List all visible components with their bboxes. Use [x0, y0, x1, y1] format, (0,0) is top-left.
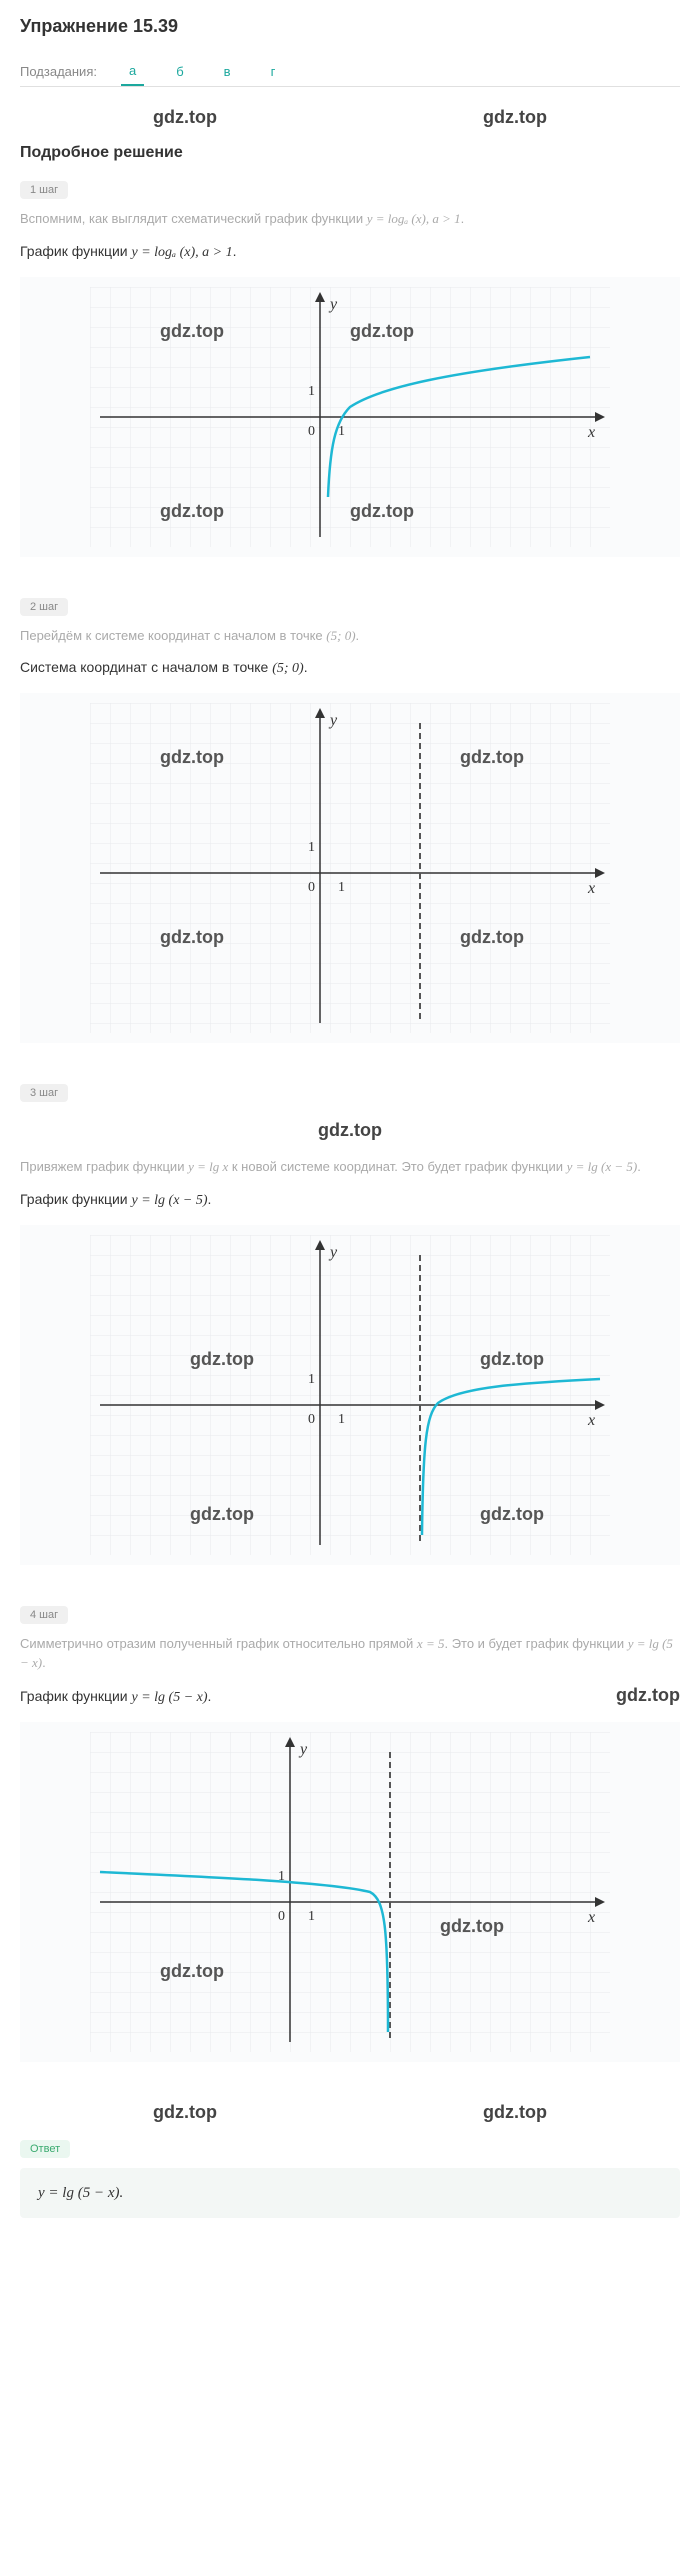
- svg-text:1: 1: [308, 840, 315, 855]
- svg-text:y: y: [328, 296, 338, 313]
- subtasks-label: Подзадания:: [20, 64, 97, 79]
- watermark-row: gdz.top gdz.top: [20, 2102, 680, 2123]
- chart-svg: y x 0 1 1 gdz.top gdz.top gdz.top gdz.to…: [90, 703, 610, 1033]
- chart-1: y x 0 1 1 gdz.top gdz.top gdz.top gdz.to…: [20, 277, 680, 557]
- chart-svg: y x 0 1 1 gdz.top gdz.top gdz.top gdz.to…: [90, 1235, 610, 1555]
- exercise-title: Упражнение 15.39: [20, 16, 680, 37]
- step-hint: Перейдём к системе координат с началом в…: [20, 626, 680, 646]
- section-title: Подробное решение: [20, 144, 680, 162]
- subtask-v[interactable]: в: [216, 58, 239, 85]
- watermark: gdz.top: [483, 107, 547, 128]
- svg-text:x: x: [587, 1412, 595, 1429]
- step-hint: Симметрично отразим полученный график от…: [20, 1634, 680, 1673]
- subtask-b[interactable]: б: [168, 58, 191, 85]
- step-text: График функции y = lg (x − 5).: [20, 1189, 680, 1211]
- subtasks-row: Подзадания: а б в г: [20, 57, 680, 87]
- step-1: 1 шаг Вспомним, как выглядит схематическ…: [20, 180, 680, 557]
- watermark-row: gdz.top: [20, 1120, 680, 1141]
- svg-text:gdz.top: gdz.top: [460, 747, 524, 767]
- subtask-a[interactable]: а: [121, 57, 144, 86]
- svg-text:1: 1: [338, 1412, 345, 1427]
- step-hint: Привяжем график функции y = lg x к новой…: [20, 1157, 680, 1177]
- svg-text:gdz.top: gdz.top: [160, 321, 224, 341]
- svg-text:1: 1: [338, 880, 345, 895]
- step-badge: 1 шаг: [20, 181, 68, 199]
- step-3: 3 шаг gdz.top Привяжем график функции y …: [20, 1083, 680, 1565]
- svg-text:gdz.top: gdz.top: [160, 501, 224, 521]
- answer-math: y = lg (5 − x).: [38, 2185, 123, 2201]
- chart-svg: y x 0 1 1 gdz.top gdz.top: [90, 1732, 610, 2052]
- step-badge: 3 шаг: [20, 1084, 68, 1102]
- watermark-row: gdz.top gdz.top: [20, 107, 680, 128]
- watermark: gdz.top: [153, 2102, 217, 2123]
- svg-text:0: 0: [308, 880, 315, 895]
- svg-text:gdz.top: gdz.top: [160, 927, 224, 947]
- svg-text:y: y: [328, 712, 338, 729]
- svg-text:x: x: [587, 424, 595, 441]
- svg-text:1: 1: [308, 1372, 315, 1387]
- svg-text:gdz.top: gdz.top: [160, 747, 224, 767]
- svg-text:0: 0: [278, 1909, 285, 1924]
- step-hint: Вспомним, как выглядит схематический гра…: [20, 209, 680, 229]
- svg-text:0: 0: [308, 1412, 315, 1427]
- svg-text:x: x: [587, 880, 595, 897]
- svg-text:1: 1: [308, 384, 315, 399]
- chart-4: y x 0 1 1 gdz.top gdz.top: [20, 1722, 680, 2062]
- svg-text:gdz.top: gdz.top: [190, 1504, 254, 1524]
- svg-text:1: 1: [308, 1909, 315, 1924]
- svg-text:0: 0: [308, 424, 315, 439]
- chart-2: y x 0 1 1 gdz.top gdz.top gdz.top gdz.to…: [20, 693, 680, 1043]
- watermark: gdz.top: [483, 2102, 547, 2123]
- step-text: График функции y = logₐ (x), a > 1.: [20, 241, 680, 263]
- step-text: График функции y = lg (5 − x).: [20, 1686, 211, 1708]
- svg-text:y: y: [298, 1741, 308, 1758]
- subtask-g[interactable]: г: [263, 58, 284, 85]
- svg-text:y: y: [328, 1244, 338, 1261]
- svg-text:gdz.top: gdz.top: [460, 927, 524, 947]
- answer-label: Ответ: [20, 2140, 70, 2158]
- svg-text:gdz.top: gdz.top: [350, 321, 414, 341]
- watermark: gdz.top: [616, 1685, 680, 1706]
- watermark: gdz.top: [318, 1120, 382, 1141]
- watermark: gdz.top: [153, 107, 217, 128]
- svg-text:gdz.top: gdz.top: [160, 1961, 224, 1981]
- svg-text:gdz.top: gdz.top: [480, 1349, 544, 1369]
- step-badge: 2 шаг: [20, 598, 68, 616]
- chart-svg: y x 0 1 1 gdz.top gdz.top gdz.top gdz.to…: [90, 287, 610, 547]
- svg-text:gdz.top: gdz.top: [480, 1504, 544, 1524]
- svg-text:gdz.top: gdz.top: [440, 1916, 504, 1936]
- svg-text:x: x: [587, 1909, 595, 1926]
- step-4: 4 шаг Симметрично отразим полученный гра…: [20, 1605, 680, 2062]
- svg-text:gdz.top: gdz.top: [190, 1349, 254, 1369]
- step-text: Система координат с началом в точке (5; …: [20, 657, 680, 679]
- step-2: 2 шаг Перейдём к системе координат с нач…: [20, 597, 680, 1044]
- answer-box: y = lg (5 − x).: [20, 2168, 680, 2218]
- chart-3: y x 0 1 1 gdz.top gdz.top gdz.top gdz.to…: [20, 1225, 680, 1565]
- step-badge: 4 шаг: [20, 1606, 68, 1624]
- svg-text:gdz.top: gdz.top: [350, 501, 414, 521]
